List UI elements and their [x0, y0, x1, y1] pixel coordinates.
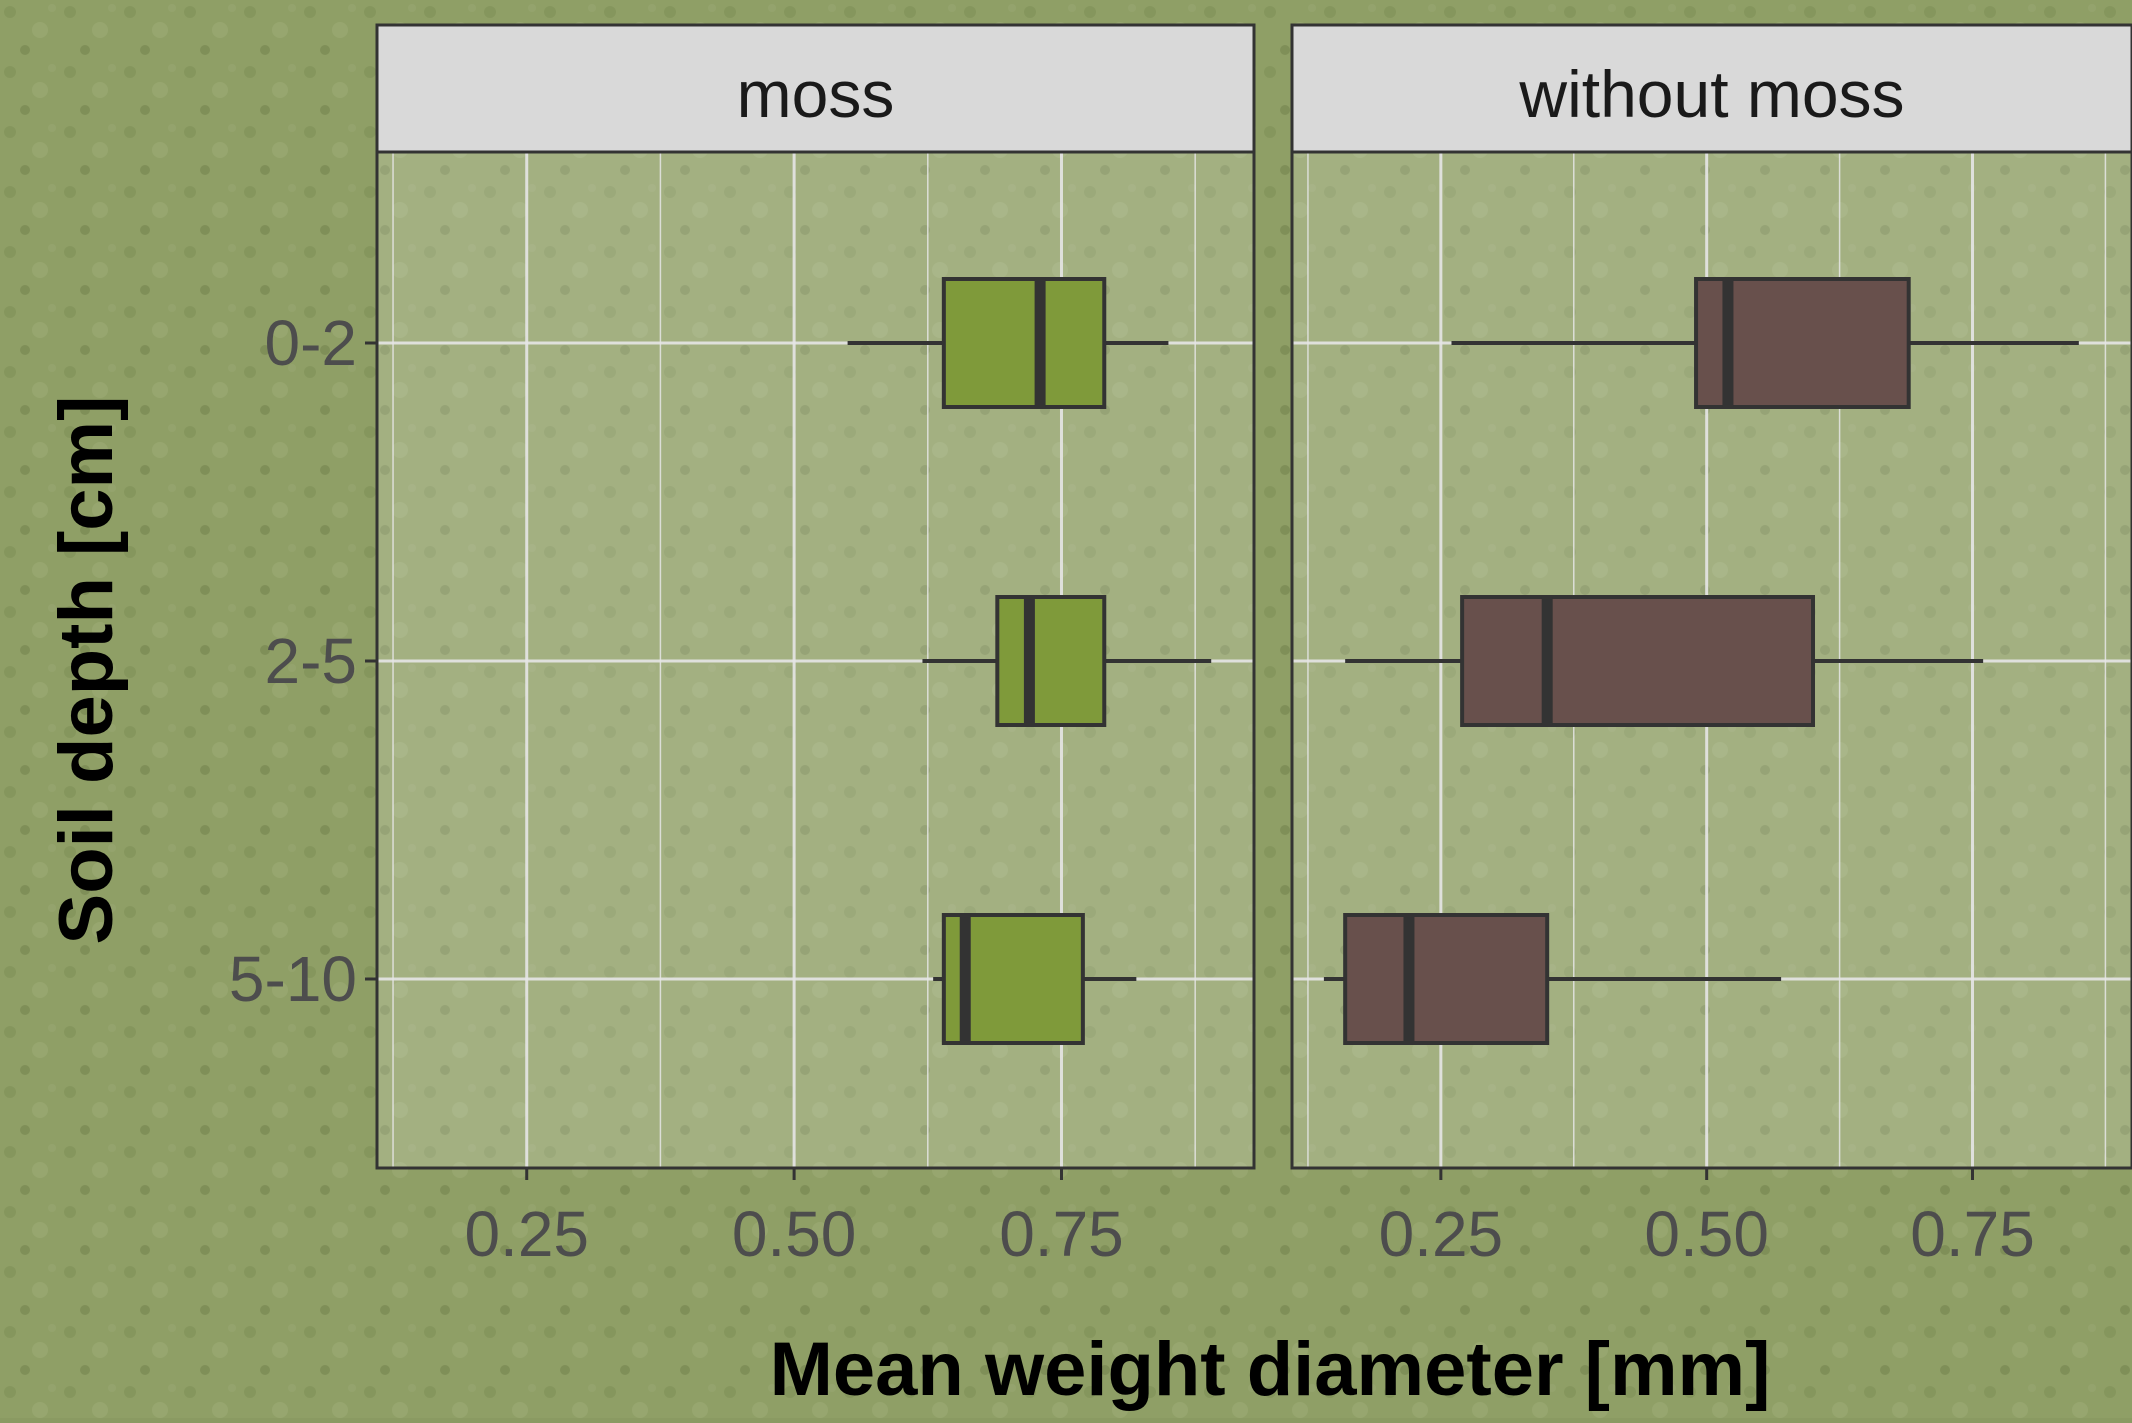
facet-label: moss [737, 57, 895, 131]
facet-label: without moss [1518, 57, 1904, 131]
plot-layer: moss 0.25 0.50 0.75 without moss 0.25 0.50 0.75… [229, 23, 2132, 1270]
box [995, 595, 1107, 727]
x-tick-label: 0.75 [999, 1198, 1124, 1270]
x-tick-label: 0.75 [1910, 1198, 2035, 1270]
x-tick-label: 0.50 [732, 1198, 857, 1270]
facet-strip [1290, 23, 2132, 154]
x-tick-label: 0.25 [464, 1198, 589, 1270]
x-tick-label: 0.25 [1379, 1198, 1504, 1270]
y-tick-label: 0-2 [265, 307, 358, 379]
y-axis-title: Soil depth [cm] [44, 396, 129, 945]
x-axis-title: Mean weight diameter [mm] [770, 1327, 1771, 1412]
y-tick-label: 5-10 [229, 943, 357, 1015]
x-tick-label: 0.50 [1644, 1198, 1769, 1270]
box [1343, 913, 1550, 1045]
facet-strip [375, 23, 1256, 154]
y-tick-label: 2-5 [265, 625, 358, 697]
box [1460, 595, 1816, 727]
box [941, 277, 1107, 409]
